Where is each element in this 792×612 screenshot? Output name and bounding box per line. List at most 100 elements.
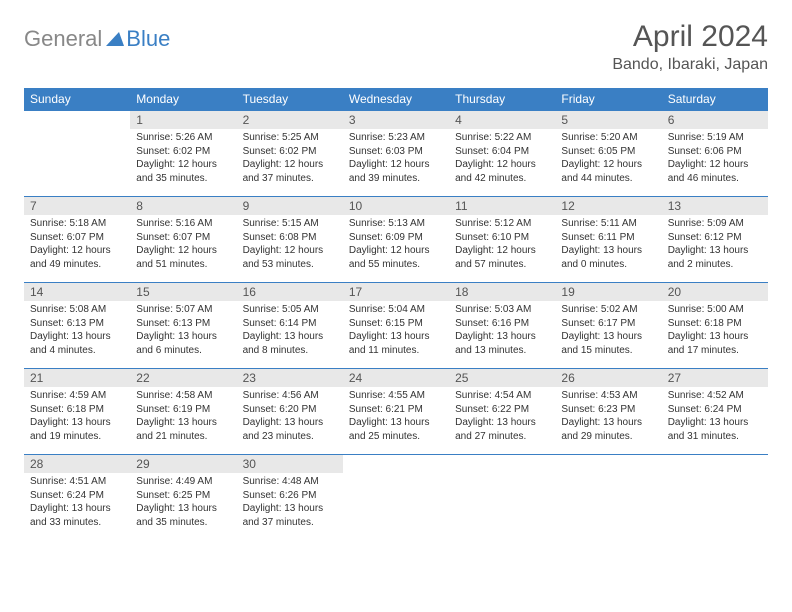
day-details: Sunrise: 5:05 AMSunset: 6:14 PMDaylight:… — [237, 301, 343, 361]
day-details: Sunrise: 5:11 AMSunset: 6:11 PMDaylight:… — [555, 215, 661, 275]
day-number: 7 — [24, 197, 130, 215]
day-details: Sunrise: 5:19 AMSunset: 6:06 PMDaylight:… — [662, 129, 768, 189]
day-details: Sunrise: 5:26 AMSunset: 6:02 PMDaylight:… — [130, 129, 236, 189]
calendar-row: 1Sunrise: 5:26 AMSunset: 6:02 PMDaylight… — [24, 111, 768, 197]
weekday-header: Saturday — [662, 88, 768, 111]
calendar-cell: 23Sunrise: 4:56 AMSunset: 6:20 PMDayligh… — [237, 369, 343, 455]
calendar-cell: 12Sunrise: 5:11 AMSunset: 6:11 PMDayligh… — [555, 197, 661, 283]
day-details: Sunrise: 4:56 AMSunset: 6:20 PMDaylight:… — [237, 387, 343, 447]
day-details: Sunrise: 4:54 AMSunset: 6:22 PMDaylight:… — [449, 387, 555, 447]
day-details: Sunrise: 4:48 AMSunset: 6:26 PMDaylight:… — [237, 473, 343, 533]
calendar-cell: 13Sunrise: 5:09 AMSunset: 6:12 PMDayligh… — [662, 197, 768, 283]
calendar-cell: 25Sunrise: 4:54 AMSunset: 6:22 PMDayligh… — [449, 369, 555, 455]
day-number: 16 — [237, 283, 343, 301]
day-details: Sunrise: 5:16 AMSunset: 6:07 PMDaylight:… — [130, 215, 236, 275]
calendar-row: 21Sunrise: 4:59 AMSunset: 6:18 PMDayligh… — [24, 369, 768, 455]
day-details: Sunrise: 5:22 AMSunset: 6:04 PMDaylight:… — [449, 129, 555, 189]
day-number: 5 — [555, 111, 661, 129]
day-details: Sunrise: 4:59 AMSunset: 6:18 PMDaylight:… — [24, 387, 130, 447]
day-number: 14 — [24, 283, 130, 301]
day-details: Sunrise: 5:20 AMSunset: 6:05 PMDaylight:… — [555, 129, 661, 189]
calendar-cell-empty — [449, 455, 555, 541]
calendar-cell: 8Sunrise: 5:16 AMSunset: 6:07 PMDaylight… — [130, 197, 236, 283]
calendar-cell: 20Sunrise: 5:00 AMSunset: 6:18 PMDayligh… — [662, 283, 768, 369]
day-details: Sunrise: 5:23 AMSunset: 6:03 PMDaylight:… — [343, 129, 449, 189]
day-number: 26 — [555, 369, 661, 387]
calendar-cell: 18Sunrise: 5:03 AMSunset: 6:16 PMDayligh… — [449, 283, 555, 369]
day-number: 18 — [449, 283, 555, 301]
day-number: 3 — [343, 111, 449, 129]
title-block: April 2024 Bando, Ibaraki, Japan — [612, 20, 768, 74]
logo: General Blue — [24, 26, 170, 52]
day-details: Sunrise: 5:09 AMSunset: 6:12 PMDaylight:… — [662, 215, 768, 275]
logo-triangle-icon — [106, 32, 124, 46]
day-details: Sunrise: 4:58 AMSunset: 6:19 PMDaylight:… — [130, 387, 236, 447]
day-details: Sunrise: 4:49 AMSunset: 6:25 PMDaylight:… — [130, 473, 236, 533]
calendar-cell: 6Sunrise: 5:19 AMSunset: 6:06 PMDaylight… — [662, 111, 768, 197]
day-number: 27 — [662, 369, 768, 387]
weekday-header: Friday — [555, 88, 661, 111]
day-number: 13 — [662, 197, 768, 215]
day-number: 1 — [130, 111, 236, 129]
calendar-cell: 5Sunrise: 5:20 AMSunset: 6:05 PMDaylight… — [555, 111, 661, 197]
day-number: 22 — [130, 369, 236, 387]
day-number: 20 — [662, 283, 768, 301]
weekday-header: Wednesday — [343, 88, 449, 111]
day-details: Sunrise: 5:07 AMSunset: 6:13 PMDaylight:… — [130, 301, 236, 361]
day-number: 25 — [449, 369, 555, 387]
page-header: General Blue April 2024 Bando, Ibaraki, … — [24, 20, 768, 74]
calendar-body: 1Sunrise: 5:26 AMSunset: 6:02 PMDaylight… — [24, 111, 768, 541]
day-number: 12 — [555, 197, 661, 215]
calendar-cell: 29Sunrise: 4:49 AMSunset: 6:25 PMDayligh… — [130, 455, 236, 541]
month-title: April 2024 — [612, 20, 768, 54]
day-number: 10 — [343, 197, 449, 215]
day-number: 29 — [130, 455, 236, 473]
day-number: 23 — [237, 369, 343, 387]
day-number: 30 — [237, 455, 343, 473]
day-number: 9 — [237, 197, 343, 215]
calendar-cell-empty — [662, 455, 768, 541]
calendar-row: 7Sunrise: 5:18 AMSunset: 6:07 PMDaylight… — [24, 197, 768, 283]
calendar-cell: 3Sunrise: 5:23 AMSunset: 6:03 PMDaylight… — [343, 111, 449, 197]
day-number: 21 — [24, 369, 130, 387]
calendar-cell: 1Sunrise: 5:26 AMSunset: 6:02 PMDaylight… — [130, 111, 236, 197]
calendar-cell: 4Sunrise: 5:22 AMSunset: 6:04 PMDaylight… — [449, 111, 555, 197]
calendar-cell: 27Sunrise: 4:52 AMSunset: 6:24 PMDayligh… — [662, 369, 768, 455]
day-number: 24 — [343, 369, 449, 387]
day-details: Sunrise: 5:02 AMSunset: 6:17 PMDaylight:… — [555, 301, 661, 361]
calendar-cell: 15Sunrise: 5:07 AMSunset: 6:13 PMDayligh… — [130, 283, 236, 369]
day-number: 2 — [237, 111, 343, 129]
calendar-cell-empty — [555, 455, 661, 541]
day-number: 19 — [555, 283, 661, 301]
calendar-cell: 21Sunrise: 4:59 AMSunset: 6:18 PMDayligh… — [24, 369, 130, 455]
calendar-cell: 28Sunrise: 4:51 AMSunset: 6:24 PMDayligh… — [24, 455, 130, 541]
day-details: Sunrise: 5:13 AMSunset: 6:09 PMDaylight:… — [343, 215, 449, 275]
day-number: 4 — [449, 111, 555, 129]
calendar-cell: 22Sunrise: 4:58 AMSunset: 6:19 PMDayligh… — [130, 369, 236, 455]
weekday-header: Monday — [130, 88, 236, 111]
day-details: Sunrise: 5:18 AMSunset: 6:07 PMDaylight:… — [24, 215, 130, 275]
location: Bando, Ibaraki, Japan — [612, 56, 768, 74]
day-details: Sunrise: 4:52 AMSunset: 6:24 PMDaylight:… — [662, 387, 768, 447]
day-details: Sunrise: 4:51 AMSunset: 6:24 PMDaylight:… — [24, 473, 130, 533]
day-details: Sunrise: 5:03 AMSunset: 6:16 PMDaylight:… — [449, 301, 555, 361]
calendar-cell: 19Sunrise: 5:02 AMSunset: 6:17 PMDayligh… — [555, 283, 661, 369]
calendar-head: SundayMondayTuesdayWednesdayThursdayFrid… — [24, 88, 768, 111]
calendar-cell-empty — [343, 455, 449, 541]
logo-text-blue: Blue — [126, 26, 170, 52]
weekday-header: Tuesday — [237, 88, 343, 111]
weekday-header: Sunday — [24, 88, 130, 111]
calendar-cell: 17Sunrise: 5:04 AMSunset: 6:15 PMDayligh… — [343, 283, 449, 369]
day-details: Sunrise: 5:08 AMSunset: 6:13 PMDaylight:… — [24, 301, 130, 361]
weekday-header: Thursday — [449, 88, 555, 111]
day-number: 6 — [662, 111, 768, 129]
day-number: 11 — [449, 197, 555, 215]
calendar-cell: 7Sunrise: 5:18 AMSunset: 6:07 PMDaylight… — [24, 197, 130, 283]
calendar-table: SundayMondayTuesdayWednesdayThursdayFrid… — [24, 88, 768, 541]
calendar-cell: 14Sunrise: 5:08 AMSunset: 6:13 PMDayligh… — [24, 283, 130, 369]
calendar-row: 28Sunrise: 4:51 AMSunset: 6:24 PMDayligh… — [24, 455, 768, 541]
calendar-cell-empty — [24, 111, 130, 197]
day-details: Sunrise: 5:25 AMSunset: 6:02 PMDaylight:… — [237, 129, 343, 189]
day-number: 17 — [343, 283, 449, 301]
day-details: Sunrise: 5:04 AMSunset: 6:15 PMDaylight:… — [343, 301, 449, 361]
